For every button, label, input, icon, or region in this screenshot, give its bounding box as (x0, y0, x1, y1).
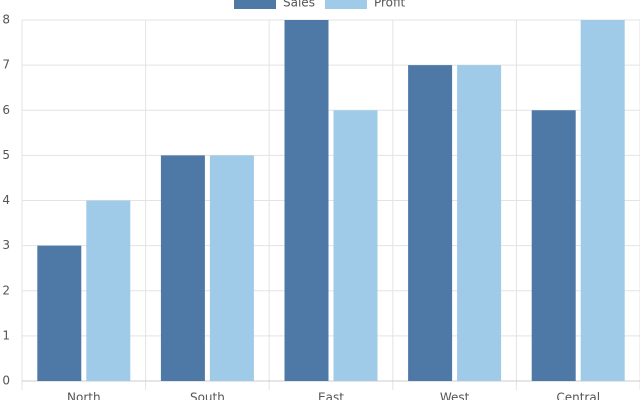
bar (457, 65, 502, 381)
bar (160, 155, 205, 381)
bar (37, 245, 82, 381)
legend-label: Sales (283, 0, 315, 10)
x-tick-label: Central (556, 391, 600, 400)
legend-swatch (324, 0, 367, 9)
bar (408, 65, 453, 381)
bar (86, 200, 131, 381)
x-tick-label: West (440, 391, 470, 400)
y-tick-label: 6 (2, 103, 10, 117)
y-tick-label: 7 (2, 58, 10, 72)
bar (284, 20, 329, 381)
y-tick-label: 1 (2, 328, 10, 342)
x-tick-label: North (67, 391, 101, 400)
y-tick-label: 2 (2, 283, 10, 297)
x-tick-label: South (190, 391, 225, 400)
bar (531, 110, 576, 381)
y-tick-label: 5 (2, 148, 10, 162)
y-tick-label: 0 (2, 374, 10, 388)
bar (580, 20, 625, 381)
bar (209, 155, 254, 381)
y-tick-label: 4 (2, 193, 10, 207)
legend-swatch (234, 0, 276, 9)
y-tick-label: 8 (2, 13, 10, 27)
legend-label: Profit (374, 0, 406, 10)
x-tick-label: East (318, 391, 344, 400)
bar (333, 110, 378, 381)
y-tick-label: 3 (2, 238, 10, 252)
